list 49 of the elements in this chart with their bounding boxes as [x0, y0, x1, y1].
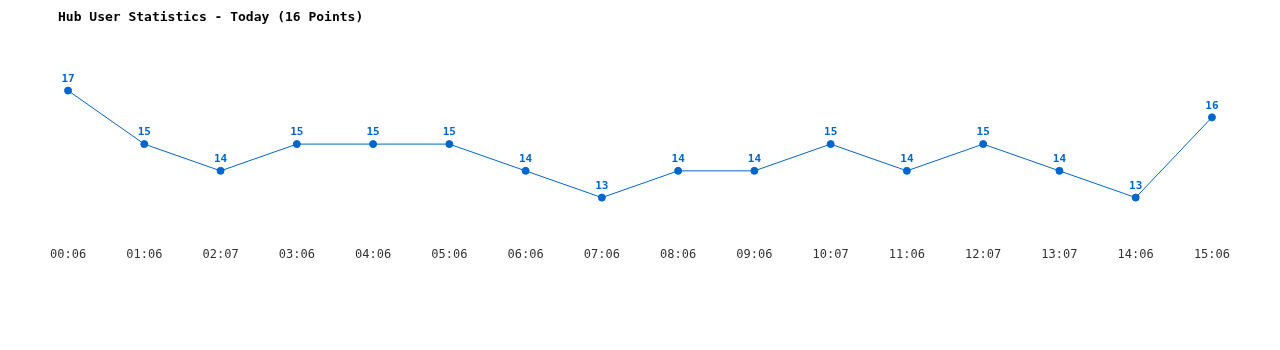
- point: [1207, 113, 1216, 122]
- point: [902, 166, 911, 175]
- data-label: 15: [976, 125, 990, 139]
- x-tick-label: 13:07: [1041, 246, 1078, 261]
- data-label: 14: [518, 152, 533, 166]
- point: [292, 140, 301, 149]
- point: [979, 140, 988, 149]
- point: [369, 140, 378, 149]
- data-label: 17: [61, 71, 75, 85]
- chart-title: Hub User Statistics - Today (16 Points): [58, 9, 364, 25]
- data-label: 14: [1052, 152, 1067, 166]
- point: [597, 193, 606, 202]
- x-tick-label: 11:06: [888, 246, 925, 261]
- x-tick-label: 03:06: [278, 246, 315, 261]
- point: [1055, 166, 1064, 175]
- point: [521, 166, 530, 175]
- x-tick-label: 12:07: [965, 246, 1002, 261]
- data-label: 14: [900, 152, 914, 166]
- point: [674, 166, 683, 175]
- data-label: 13: [1129, 178, 1143, 192]
- data-label: 15: [137, 125, 151, 139]
- point: [445, 140, 454, 149]
- x-tick-label: 04:06: [355, 246, 392, 261]
- data-label: 15: [442, 125, 456, 139]
- data-label: 15: [824, 125, 838, 139]
- point: [64, 86, 73, 95]
- x-tick-label: 14:06: [1117, 246, 1154, 261]
- x-tick-label: 09:06: [736, 246, 773, 261]
- point: [216, 166, 225, 175]
- x-tick-label: 05:06: [431, 246, 468, 261]
- x-tick-label: 15:06: [1193, 246, 1230, 261]
- data-label: 14: [747, 152, 762, 166]
- data-label: 13: [595, 178, 609, 192]
- x-tick-label: 06:06: [507, 246, 544, 261]
- data-label: 16: [1205, 98, 1219, 112]
- point: [1131, 193, 1140, 202]
- point: [750, 166, 759, 175]
- point: [140, 140, 149, 149]
- x-tick-label: 07:06: [583, 246, 620, 261]
- x-tick-label: 00:06: [50, 246, 87, 261]
- data-label: 15: [366, 125, 380, 139]
- x-tick-label: 10:07: [812, 246, 849, 261]
- x-tick-label: 01:06: [126, 246, 163, 261]
- x-tick-label: 08:06: [660, 246, 697, 261]
- x-tick-label: 02:07: [202, 246, 239, 261]
- data-label: 15: [290, 125, 304, 139]
- point: [826, 140, 835, 149]
- data-label: 14: [213, 152, 228, 166]
- data-label: 14: [671, 152, 686, 166]
